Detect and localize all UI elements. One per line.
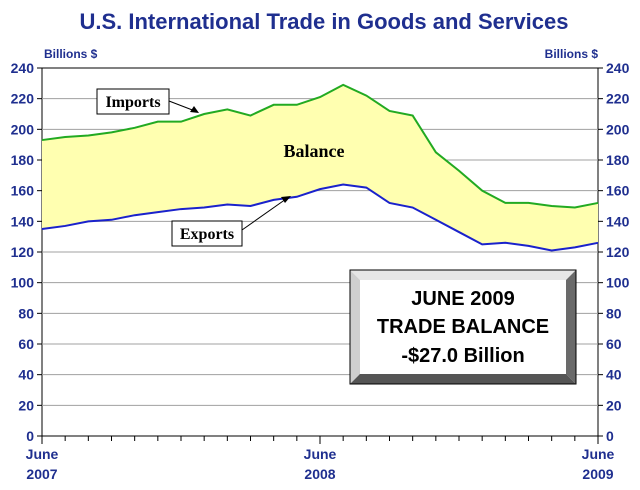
exports-label: Exports bbox=[180, 226, 234, 243]
imports-label-box bbox=[96, 88, 170, 115]
exports-line bbox=[41, 183, 599, 252]
y-tick-label-left: 20 bbox=[18, 397, 34, 413]
balance-label: Balance bbox=[284, 141, 345, 161]
x-tick-label-year: 2007 bbox=[26, 466, 57, 482]
y-tick-label-right: 80 bbox=[606, 305, 622, 321]
y-tick-label-left: 60 bbox=[18, 336, 34, 352]
x-ticks: June 2007 June 2008 June 2009 bbox=[26, 436, 615, 482]
y-tick-label-left: 120 bbox=[11, 244, 35, 260]
y-tick-label-right: 220 bbox=[606, 91, 630, 107]
exports-pointer-arrow bbox=[281, 196, 291, 203]
imports-label: Imports bbox=[105, 94, 160, 111]
exports-label-box bbox=[171, 220, 243, 247]
y-tick-label-left: 40 bbox=[18, 367, 34, 383]
y-tick-label-right: 100 bbox=[606, 275, 630, 291]
y-tick-label-left: 200 bbox=[11, 121, 35, 137]
y-tick-label-right: 60 bbox=[606, 336, 622, 352]
x-tick-label-year: 2009 bbox=[582, 466, 613, 482]
x-tick-label-month: June bbox=[26, 446, 59, 462]
chart-title: U.S. International Trade in Goods and Se… bbox=[79, 9, 568, 34]
y-tick-label-left: 80 bbox=[18, 305, 34, 321]
x-tick-label-year: 2008 bbox=[304, 466, 335, 482]
y-tick-label-right: 20 bbox=[606, 397, 622, 413]
y-tick-label-right: 240 bbox=[606, 60, 630, 76]
imports-line bbox=[41, 83, 599, 209]
x-tick-label-month: June bbox=[304, 446, 337, 462]
y-axis-label-left: Billions $ bbox=[44, 47, 98, 61]
y-tick-label-right: 160 bbox=[606, 183, 630, 199]
y-tick-label-left: 240 bbox=[11, 60, 35, 76]
y-tick-label-left: 160 bbox=[11, 183, 35, 199]
imports-pointer-arrow bbox=[190, 106, 199, 113]
y-tick-label-right: 120 bbox=[606, 244, 630, 260]
y-tick-label-left: 140 bbox=[11, 213, 35, 229]
y-tick-label-left: 100 bbox=[11, 275, 35, 291]
summary-box: JUNE 2009 TRADE BALANCE -$27.0 Billion bbox=[349, 269, 577, 385]
x-tick-label-month: June bbox=[582, 446, 615, 462]
y-tick-label-right: 140 bbox=[606, 213, 630, 229]
y-tick-label-right: 200 bbox=[606, 121, 630, 137]
summary-line-2: TRADE BALANCE bbox=[377, 316, 549, 338]
y-ticks-right: 0 20 40 60 80 100 120 140 160 180 200 220 240 bbox=[598, 60, 630, 444]
y-tick-label-right: 0 bbox=[606, 428, 614, 444]
y-tick-label-left: 180 bbox=[11, 152, 35, 168]
exports-pointer bbox=[241, 198, 287, 231]
y-tick-label-right: 40 bbox=[606, 367, 622, 383]
y-tick-label-left: 220 bbox=[11, 91, 35, 107]
summary-line-1: JUNE 2009 bbox=[411, 288, 514, 310]
y-axis-label-right: Billions $ bbox=[545, 47, 599, 61]
y-ticks-left: 0 20 40 60 80 100 120 140 160 180 200 220 240 bbox=[11, 60, 42, 444]
y-tick-label-right: 180 bbox=[606, 152, 630, 168]
imports-pointer bbox=[168, 100, 196, 112]
y-tick-label-left: 0 bbox=[26, 428, 34, 444]
summary-line-3: -$27.0 Billion bbox=[401, 345, 524, 367]
